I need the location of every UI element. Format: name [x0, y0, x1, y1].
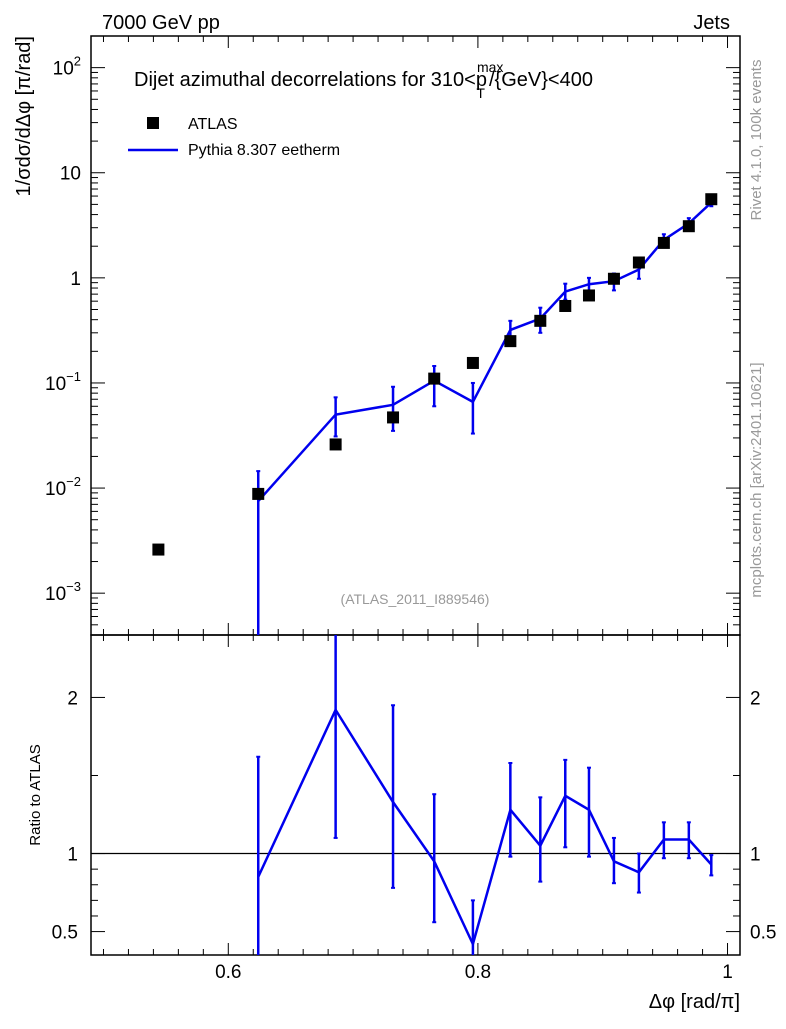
- ratio-y-axis-title: Ratio to ATLAS: [27, 744, 44, 845]
- header-energy-label: 7000 GeV pp: [102, 12, 220, 34]
- data-point: [682, 220, 695, 233]
- y-tick-label: 1: [70, 269, 81, 290]
- chart-title: Dijet azimuthal decorrelations for 310<p…: [134, 59, 593, 101]
- ratio-y-tick-label-right: 2: [750, 688, 761, 709]
- data-point: [657, 236, 670, 249]
- data-point: [466, 356, 479, 369]
- x-tick-label: 0.8: [465, 962, 491, 983]
- ratio-series: [256, 635, 714, 955]
- axis-ticks: 0.6 0.8 1 10−3 10−2 10−1 1 10 102 0.5 0.5 1 1 2 2: [45, 35, 776, 983]
- data-point: [329, 438, 342, 451]
- data-point: [534, 314, 547, 327]
- y-tick-label: 10−2: [45, 474, 81, 500]
- x-axis-title: Δφ [rad/π]: [649, 991, 740, 1013]
- ratio-y-tick-label-right: 0.5: [750, 923, 776, 944]
- data-point: [504, 335, 517, 348]
- ratio-y-tick-label: 2: [67, 688, 78, 709]
- data-point: [705, 193, 718, 206]
- x-tick-label: 1: [722, 962, 733, 983]
- ratio-y-tick-label: 0.5: [52, 923, 78, 944]
- y-axis-title: 1/σdσ/dΔφ [π/rad]: [13, 36, 35, 196]
- legend-data-label: ATLAS: [188, 116, 238, 133]
- ratio-plot-frame: [90, 634, 741, 956]
- ratio-y-tick-label-right: 1: [750, 845, 761, 866]
- data-point: [152, 543, 165, 556]
- legend-data-marker: [147, 117, 159, 129]
- y-tick-label: 102: [53, 54, 81, 80]
- ratio-y-tick-label: 1: [67, 845, 78, 866]
- legend-mc-label: Pythia 8.307 eetherm: [188, 142, 340, 159]
- header-process-label: Jets: [693, 12, 730, 34]
- data-point: [559, 299, 572, 312]
- data-point: [428, 372, 441, 385]
- data-point: [607, 272, 620, 285]
- mcplots-credit-label: mcplots.cern.ch [arXiv:2401.10621]: [748, 362, 765, 597]
- y-tick-label: 10−3: [45, 579, 81, 605]
- data-point: [387, 411, 400, 424]
- data-point: [632, 256, 645, 269]
- x-tick-label: 0.6: [215, 962, 241, 983]
- data-point: [252, 487, 265, 500]
- ratio-line: [257, 707, 713, 948]
- rivet-version-label: Rivet 4.1.0, 100k events: [748, 60, 765, 221]
- mc-line: [257, 201, 713, 503]
- y-tick-label: 10−1: [45, 369, 81, 395]
- y-tick-label: 10: [60, 164, 81, 185]
- analysis-id-label: (ATLAS_2011_I889546): [341, 591, 490, 607]
- data-series: [152, 193, 718, 556]
- data-point: [582, 289, 595, 302]
